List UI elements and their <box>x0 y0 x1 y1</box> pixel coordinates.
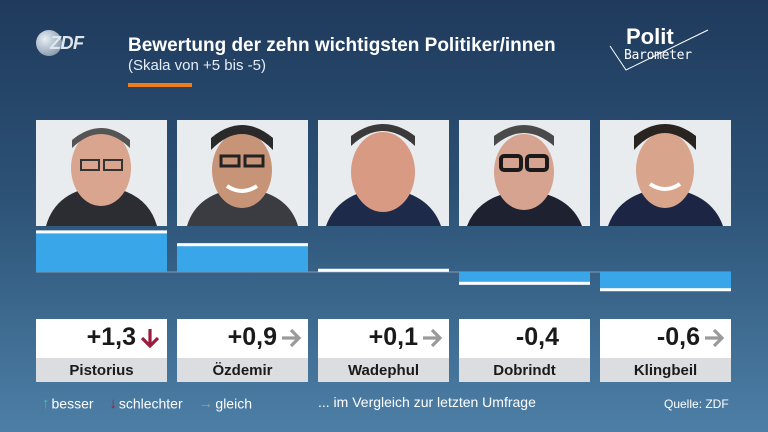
value-box-pistorius: +1,3 <box>36 319 167 358</box>
name-box-wadephul: Wadephul <box>318 358 449 382</box>
arrow-right-icon <box>705 328 725 348</box>
comparison-note: ... im Vergleich zur letzten Umfrage <box>318 394 536 410</box>
bar-dobrindt <box>459 272 590 285</box>
zdf-logo-text: ZDF <box>50 33 84 53</box>
portrait-klingbeil <box>600 120 731 226</box>
bar-özdemir <box>177 243 308 272</box>
chart-subtitle: (Skala von +5 bis -5) <box>128 57 266 74</box>
brand-polit-text: Polit <box>626 24 674 49</box>
arrow-down-icon: ↓ <box>109 394 117 412</box>
arrow-up-icon: ↑ <box>42 394 50 412</box>
legend-same-label: gleich <box>215 395 252 412</box>
category-label: Dobrindt <box>493 362 556 379</box>
portrait-wadephul <box>318 120 449 226</box>
chart-title: Bewertung der zehn wichtigsten Politiker… <box>128 35 556 56</box>
bar-pistorius <box>36 230 167 272</box>
title-accent-line <box>128 83 192 87</box>
arrow-right-icon <box>423 328 443 348</box>
name-box-klingbeil: Klingbeil <box>600 358 731 382</box>
name-box-dobrindt: Dobrindt <box>459 358 590 382</box>
politbarometer-logo: Polit Barometer <box>608 24 712 74</box>
value-label: -0,6 <box>656 323 700 351</box>
value-label: +1,3 <box>86 323 136 351</box>
legend-worse-label: schlechter <box>118 395 183 412</box>
category-label: Özdemir <box>212 362 273 379</box>
bar-cap-özdemir <box>177 243 308 247</box>
bar-cap-wadephul <box>318 268 449 272</box>
arrow-right-icon <box>282 328 302 348</box>
brand-barometer-text: Barometer <box>624 48 692 63</box>
legend-better-label: besser <box>51 395 94 412</box>
name-box-oezdemir: Özdemir <box>177 358 308 382</box>
legend: ↑ besser ↓ schlechter → gleich <box>42 394 252 412</box>
category-label: Wadephul <box>347 362 420 379</box>
category-label: Pistorius <box>69 362 134 379</box>
value-box-klingbeil: -0,6 <box>600 319 731 358</box>
name-box-pistorius: Pistorius <box>36 358 167 382</box>
bar-cap-dobrindt <box>459 281 590 285</box>
portrait-dobrindt <box>459 120 590 226</box>
portrait-pistorius <box>36 120 167 226</box>
value-label: -0,4 <box>515 323 559 351</box>
zdf-logo: ZDF <box>36 30 88 58</box>
bar-klingbeil <box>600 272 731 292</box>
value-label: +0,1 <box>368 323 418 351</box>
category-label: Klingbeil <box>633 362 698 379</box>
value-box-wadephul: +0,1 <box>318 319 449 358</box>
value-box-oezdemir: +0,9 <box>177 319 308 358</box>
bar-cap-klingbeil <box>600 288 731 292</box>
value-label: +0,9 <box>227 323 277 351</box>
value-box-dobrindt: -0,4 <box>459 319 590 358</box>
arrow-down-icon <box>140 329 160 349</box>
portrait-oezdemir <box>177 120 308 226</box>
arrow-right-icon: → <box>198 394 214 412</box>
bar-cap-pistorius <box>36 230 167 234</box>
source-label: Quelle: ZDF <box>664 397 729 411</box>
